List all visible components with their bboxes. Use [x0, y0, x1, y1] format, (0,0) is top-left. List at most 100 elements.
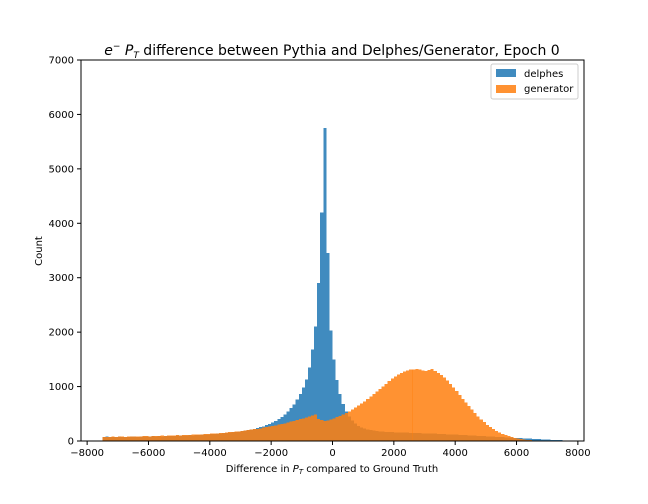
- generator-bar: [360, 403, 364, 441]
- generator-bar: [289, 421, 293, 441]
- generator-bar: [350, 409, 354, 441]
- generator-bar: [304, 417, 308, 441]
- delphes-bar: [301, 387, 305, 441]
- generator-bar: [176, 435, 180, 441]
- generator-bar: [160, 435, 164, 441]
- generator-bar: [105, 436, 109, 441]
- generator-bar: [439, 374, 443, 441]
- generator-bar: [396, 374, 400, 441]
- generator-bar: [507, 436, 511, 441]
- delphes-bar: [314, 326, 318, 441]
- generator-bar: [461, 398, 465, 441]
- generator-bar: [173, 435, 177, 441]
- generator-bar: [335, 417, 339, 441]
- delphes-bar: [544, 439, 548, 441]
- generator-bar: [430, 369, 434, 441]
- generator-bar: [169, 435, 174, 441]
- generator-bar: [277, 424, 281, 441]
- delphes-bar: [307, 367, 312, 441]
- generator-bar: [317, 418, 321, 441]
- generator-bar: [157, 436, 161, 441]
- generator-bar: [148, 436, 152, 441]
- generator-bar: [111, 436, 115, 441]
- generator-bar: [482, 422, 486, 441]
- y-tick-label: 0: [68, 437, 74, 448]
- generator-bar: [197, 434, 201, 441]
- generator-bar: [117, 436, 121, 441]
- delphes-bar: [553, 439, 557, 441]
- generator-bar: [185, 435, 189, 441]
- generator-bar: [203, 434, 207, 441]
- x-tick-label: 4000: [442, 448, 467, 459]
- delphes-bar: [323, 128, 327, 442]
- generator-bar: [311, 415, 315, 441]
- y-tick-label: 3000: [49, 273, 74, 284]
- delphes-bar: [537, 439, 542, 441]
- x-tick-label: −4000: [193, 448, 227, 459]
- x-axis-label: Difference in PT compared to Ground Trut…: [226, 464, 438, 476]
- legend-label-delphes: delphes: [524, 69, 563, 80]
- generator-bar: [206, 433, 210, 441]
- generator-bar: [133, 436, 137, 441]
- generator-bar: [142, 436, 146, 441]
- delphes-bar: [534, 438, 538, 441]
- generator-bar: [191, 434, 195, 441]
- generator-bar: [488, 427, 492, 441]
- generator-bar: [341, 414, 345, 441]
- generator-bar: [268, 426, 272, 441]
- y-tick-label: 2000: [49, 328, 74, 339]
- generator-bar: [219, 433, 223, 441]
- x-tick-label: −2000: [254, 448, 288, 459]
- delphes-bar: [311, 349, 315, 441]
- generator-bar: [163, 435, 167, 441]
- generator-bar: [292, 420, 296, 441]
- generator-bar: [243, 430, 247, 441]
- generator-bar: [344, 412, 348, 441]
- generator-bar: [393, 376, 397, 441]
- generator-bar: [387, 381, 391, 441]
- delphes-bar: [528, 438, 532, 441]
- generator-bar: [504, 435, 508, 441]
- generator-bar: [378, 389, 382, 441]
- generator-bar: [485, 424, 489, 441]
- generator-bar: [120, 436, 124, 441]
- generator-bar: [329, 419, 333, 441]
- generator-bar: [421, 370, 425, 441]
- generator-bar: [495, 430, 499, 441]
- generator-bar: [274, 425, 278, 441]
- generator-bar: [225, 432, 229, 441]
- generator-bar: [445, 380, 450, 441]
- x-tick-label: −6000: [132, 448, 166, 459]
- plot-area: [102, 128, 569, 442]
- generator-bar: [246, 430, 250, 441]
- generator-bar: [381, 386, 385, 441]
- generator-bar: [114, 436, 118, 441]
- generator-bar: [139, 436, 143, 441]
- generator-bar: [363, 401, 367, 441]
- chart-title: e− PT difference between Pythia and Delp…: [104, 42, 559, 61]
- delphes-bar: [335, 380, 339, 441]
- generator-bar: [473, 413, 477, 441]
- generator-bar: [298, 419, 302, 441]
- generator-bar: [252, 429, 256, 441]
- generator-bar: [222, 432, 226, 441]
- generator-bar: [286, 422, 290, 441]
- delphes-bar: [317, 283, 321, 441]
- x-tick-label: −8000: [70, 448, 104, 459]
- generator-bar: [301, 418, 305, 441]
- generator-bar: [513, 437, 517, 441]
- generator-bar: [403, 371, 407, 441]
- generator-bar: [237, 431, 241, 441]
- x-tick-label: 0: [329, 448, 335, 459]
- generator-bar: [384, 383, 388, 441]
- y-tick-label: 1000: [49, 382, 74, 393]
- generator-bar: [491, 429, 496, 441]
- generator-bar: [409, 369, 413, 441]
- generator-bar: [479, 419, 483, 441]
- generator-bar: [449, 383, 453, 441]
- y-axis-label: Count: [34, 236, 45, 266]
- generator-bar: [166, 435, 170, 441]
- delphes-bar: [332, 359, 336, 441]
- generator-bar: [338, 415, 342, 441]
